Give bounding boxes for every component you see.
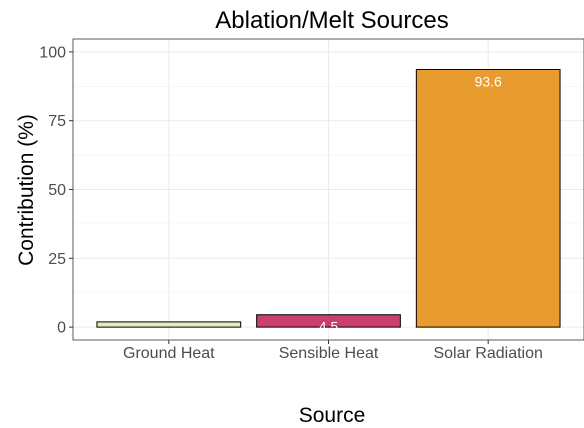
y-tick-label: 100 bbox=[39, 44, 66, 61]
x-tick-label: Sensible Heat bbox=[279, 345, 379, 362]
chart-title: Ablation/Melt Sources bbox=[215, 7, 448, 34]
y-tick-label: 75 bbox=[48, 113, 66, 130]
bar-ground-heat bbox=[96, 321, 242, 328]
x-tick-labels: Ground Heat Sensible Heat Solar Radiation bbox=[123, 340, 543, 362]
y-axis-title: Contribution (%) bbox=[15, 114, 38, 266]
y-tick-label: 50 bbox=[48, 182, 66, 199]
data-label: 93.6 bbox=[475, 73, 502, 89]
y-tick-label: 25 bbox=[48, 251, 66, 268]
y-tick-labels: 0 25 50 75 100 bbox=[39, 44, 73, 337]
bar-sensible-heat bbox=[256, 314, 401, 328]
bar-solar-radiation bbox=[415, 68, 561, 328]
bars: 4.5 93.6 bbox=[96, 68, 561, 335]
data-label: 4.5 bbox=[319, 319, 339, 335]
x-axis-title: Source bbox=[299, 404, 366, 427]
x-tick-label: Ground Heat bbox=[123, 345, 215, 362]
x-tick-label: Solar Radiation bbox=[433, 345, 542, 362]
y-tick-label: 0 bbox=[57, 320, 66, 337]
